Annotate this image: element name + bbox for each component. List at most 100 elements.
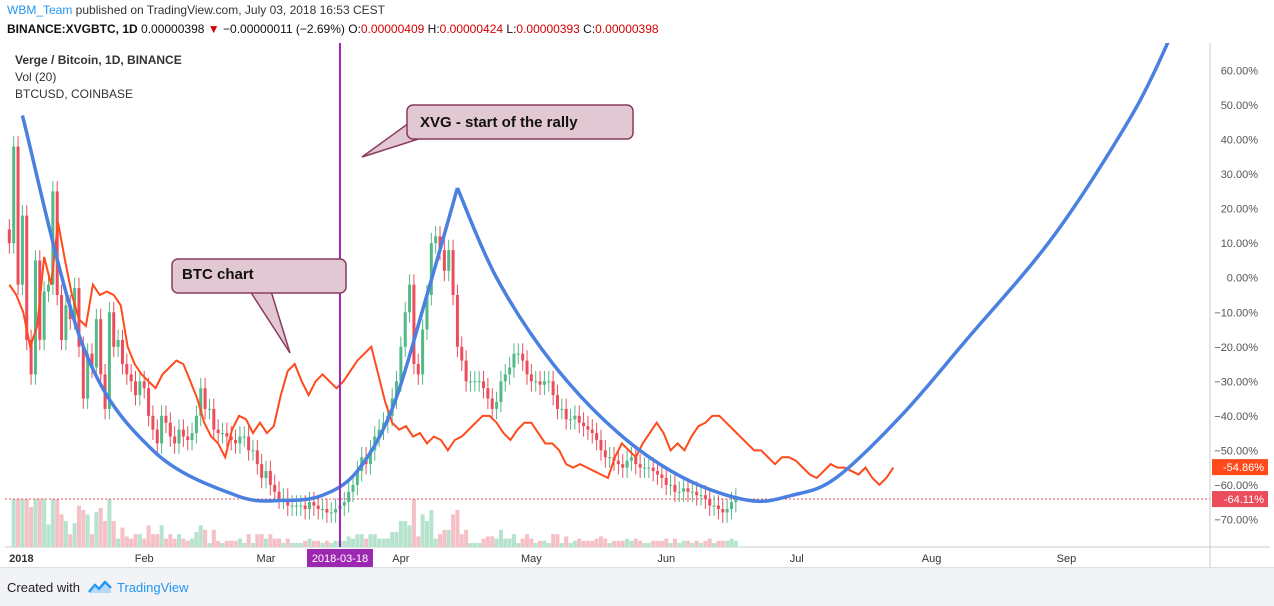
candle-body <box>573 415 577 420</box>
volume-bar <box>594 538 599 547</box>
candle-body <box>25 215 29 340</box>
volume-bar <box>98 507 103 547</box>
y-tick-label: 60.00% <box>1221 66 1259 78</box>
volume-bar <box>311 540 316 547</box>
candle-body <box>442 250 446 271</box>
volume-bar <box>224 540 229 547</box>
volume-bar <box>85 514 90 547</box>
y-tick-label: 30.00% <box>1221 169 1259 181</box>
volume-bar <box>190 538 195 547</box>
candle-body <box>408 284 412 313</box>
footer-bar: Created with TradingView <box>0 567 1274 606</box>
candle-body <box>199 388 203 416</box>
volume-bar <box>403 521 408 547</box>
price-label-text: -64.11% <box>1224 494 1264 506</box>
candle-body <box>516 353 520 355</box>
volume-bar <box>24 499 29 547</box>
volume-bar <box>464 529 469 547</box>
candle-body <box>168 422 172 437</box>
candle-body <box>107 312 111 409</box>
y-tick-label: 40.00% <box>1221 135 1259 147</box>
volume-bar <box>729 538 734 547</box>
candle-body <box>20 215 24 285</box>
volume-bar <box>468 543 473 547</box>
candle-body <box>177 429 181 444</box>
candle-body <box>460 346 464 361</box>
chart-area[interactable]: 60.00% 50.00% 40.00% 30.00% 20.00% 10.00% 0.00… <box>5 43 1270 567</box>
volume-bar <box>485 536 490 547</box>
candle-body <box>555 395 559 409</box>
volume-bar <box>250 543 255 547</box>
date-marker-bg <box>306 549 373 567</box>
volume-bar <box>398 521 403 547</box>
chart-svg[interactable]: 60.00% 50.00% 40.00% 30.00% 20.00% 10.00% 0.00… <box>5 43 1270 567</box>
y-tick-label: 0.00% <box>1227 273 1258 285</box>
candle-body <box>642 467 646 469</box>
volume-bar <box>451 514 456 547</box>
candle-body <box>321 509 325 511</box>
candle-body <box>708 498 712 506</box>
candle-body <box>638 464 642 468</box>
volume-bar <box>172 538 177 547</box>
volume-bar <box>72 523 77 547</box>
candle-body <box>112 312 116 347</box>
volume-bar <box>651 540 656 547</box>
candle-body <box>651 467 655 472</box>
btc-chart-callout: BTC chart <box>182 266 254 283</box>
volume-bar <box>259 534 264 547</box>
candle-body <box>294 505 298 507</box>
volume-bar <box>494 538 499 547</box>
volume-bar <box>411 499 416 547</box>
volume-bar <box>159 525 164 547</box>
volume-bar <box>590 540 595 547</box>
volume-bar <box>625 538 630 547</box>
author-link[interactable]: WBM_Team <box>7 3 73 17</box>
candle-body <box>116 339 120 347</box>
volume-bar <box>446 529 451 547</box>
volume-bar <box>607 543 612 547</box>
candle-body <box>260 464 264 478</box>
volume-bar <box>685 540 690 547</box>
candle-body <box>247 436 251 451</box>
volume-bar <box>255 534 260 547</box>
candle-body <box>16 146 20 285</box>
candle-body <box>351 484 355 492</box>
candle-body <box>325 509 329 513</box>
candle-body <box>499 381 503 403</box>
y-tick-label: −10.00% <box>1214 307 1258 319</box>
candle-body <box>729 502 733 510</box>
volume-bar <box>372 534 377 547</box>
legend-title: Verge / Bitcoin, 1D, BINANCE <box>15 53 182 67</box>
candle-body <box>212 408 216 430</box>
volume-bar <box>29 507 34 547</box>
candle-body <box>590 429 594 434</box>
x-tick-label: Feb <box>135 553 154 565</box>
candle-body <box>47 284 51 292</box>
candle-body <box>334 509 338 513</box>
volume-bar <box>568 543 573 547</box>
candle-body <box>677 491 681 493</box>
candle-body <box>564 408 568 420</box>
volume-bar <box>37 499 42 547</box>
volume-bar <box>733 540 738 547</box>
candle-body <box>438 236 442 251</box>
btc-callout-box <box>171 258 347 294</box>
volume-bar <box>242 543 247 547</box>
volume-bar <box>555 534 560 547</box>
volume-bar <box>90 534 95 547</box>
volume-bar <box>194 532 199 547</box>
volume-bar <box>68 534 73 547</box>
publish-line: WBM_Team published on TradingView.com, J… <box>7 3 385 17</box>
volume-bar <box>76 505 81 547</box>
volume-bar <box>216 540 221 547</box>
candle-body <box>560 408 564 410</box>
volume-bar <box>133 534 138 547</box>
x-tick-label: Mar <box>257 553 276 565</box>
volume-bar <box>346 536 351 547</box>
tradingview-link[interactable]: TradingView <box>117 580 189 595</box>
candle-body <box>160 415 164 444</box>
candle-body <box>634 457 638 465</box>
open-label: O: <box>348 22 361 36</box>
candle-body <box>508 367 512 375</box>
tradingview-logo-icon[interactable] <box>88 580 112 599</box>
